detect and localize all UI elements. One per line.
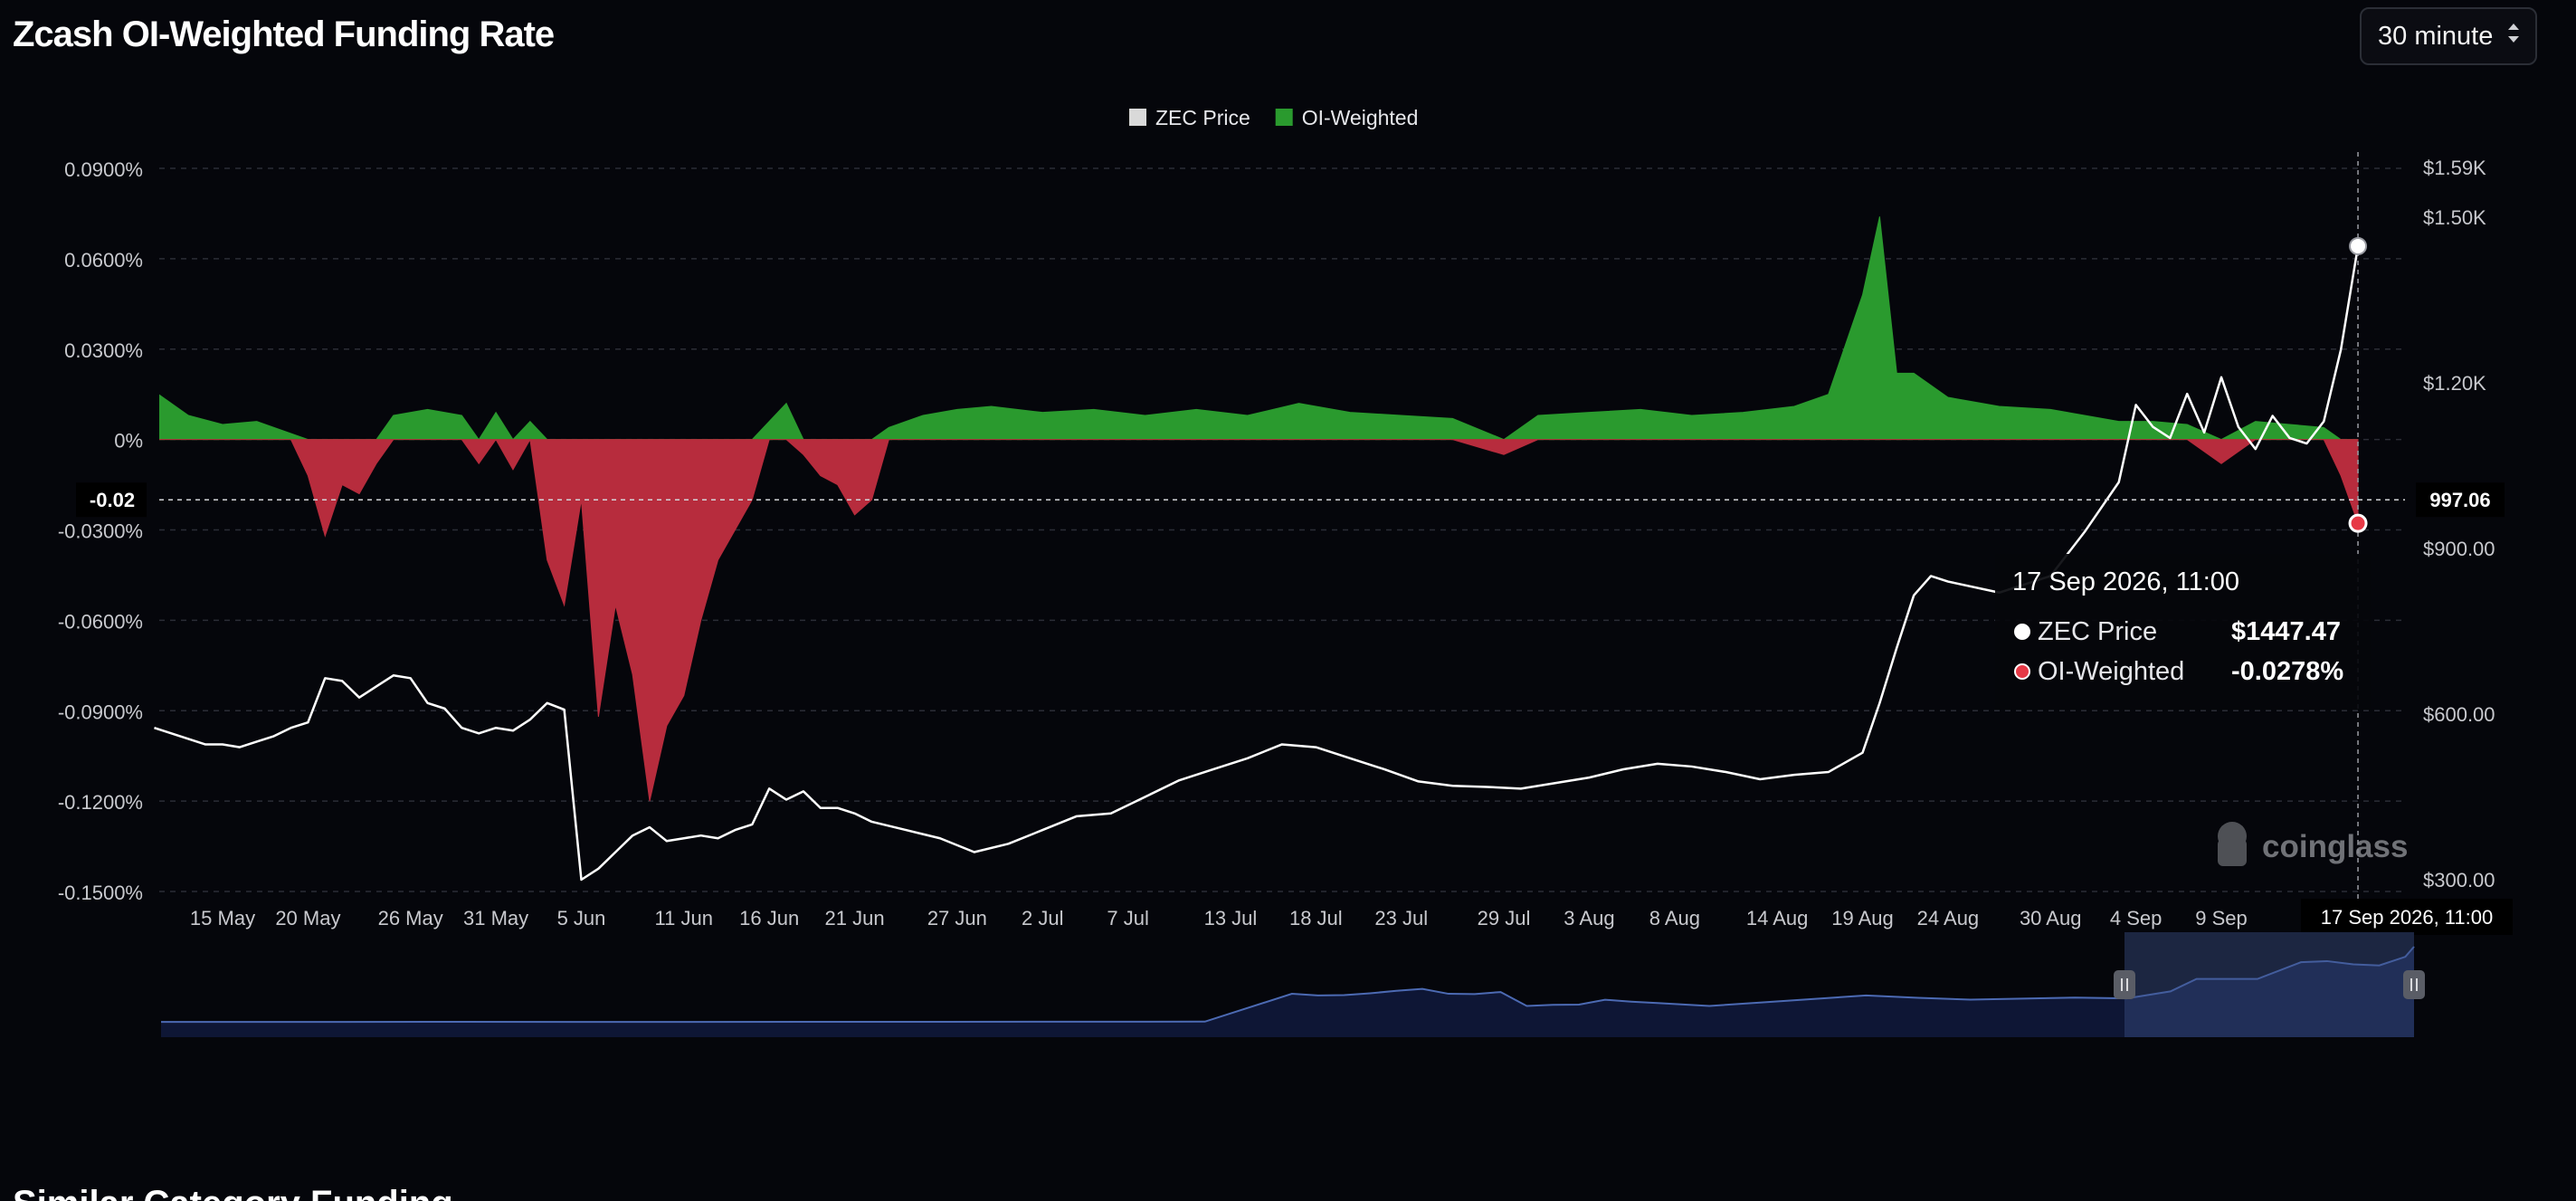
x-tick-label: 31 May [463,907,528,929]
watermark-text: coinglass [2262,829,2408,864]
tooltip-date: 17 Sep 2026, 11:00 [2012,567,2239,596]
watermark: coinglass [2218,822,2408,866]
tooltip-dot [2014,663,2030,680]
navigator-selection [2124,932,2414,1037]
tooltip-box [1995,554,2371,710]
crosshair: -0.02 997.06 17 Sep 2026, 11:00 [76,152,2513,935]
y-left-tick-label: -0.0900% [58,701,143,723]
x-tick-label: 30 Aug [2020,907,2082,929]
tooltip-value: $1447.47 [2231,617,2341,646]
y-left-tick-label: 0% [114,430,143,453]
interval-select-value: 30 minute [2378,21,2494,51]
x-tick-label: 27 Jun [927,907,987,929]
x-tick-label: 4 Sep [2110,907,2163,929]
axes: 0.0900% 0.0600% 0.0300% 0% -0.0300% -0.0600% -… [58,157,2495,929]
oi-weighted-positive-area [159,216,2359,441]
x-tick-label: 26 May [378,907,443,929]
crosshair-date-label: 17 Sep 2026, 11:00 [2321,906,2493,929]
legend-swatch [1129,109,1146,126]
tooltip-label: ZEC Price [2038,617,2157,646]
y-right-tick-label: $1.50K [2423,206,2486,229]
crosshair-right-label-bg [2416,482,2505,518]
chevron-up-down-icon [2508,24,2519,43]
x-tick-label: 15 May [190,907,255,929]
legend-swatch [1275,109,1293,126]
x-tick-label: 21 Jun [825,907,885,929]
price-marker [2349,236,2368,255]
x-tick-label: 13 Jul [1204,907,1258,929]
x-tick-label: 2 Jul [1022,907,1063,929]
y-left-tick-label: -0.1500% [58,882,143,904]
page-title: Zcash OI-Weighted Funding Rate [13,14,555,54]
y-left-tick-label: 0.0600% [64,249,143,272]
navigator-handle[interactable] [2114,970,2135,999]
navigator-handle[interactable] [2403,970,2425,999]
x-tick-label: 3 Aug [1564,907,1614,929]
tooltip-label: OI-Weighted [2038,657,2184,686]
crosshair-date-label-bg [2301,899,2513,935]
y-right-tick-label: $900.00 [2423,538,2495,560]
x-tick-label: 20 May [275,907,340,929]
crosshair-right-label: 997.06 [2429,489,2490,511]
tooltip: 17 Sep 2026, 11:00 ZEC Price $1447.47 OI-We… [1995,554,2371,710]
navigator-area [161,946,2414,1037]
tooltip-dot [2014,624,2030,640]
legend-label: OI-Weighted [1302,106,1419,129]
x-tick-label: 23 Jul [1374,907,1428,929]
oi-weighted-area [159,216,2359,802]
y-right-tick-label: $1.59K [2423,157,2486,179]
tooltip-value: -0.0278% [2231,657,2343,686]
y-right-tick-label: $1.20K [2423,372,2486,395]
y-left-tick-label: 0.0900% [64,158,143,181]
y-left-tick-label: 0.0300% [64,339,143,362]
x-tick-label: 16 Jun [739,907,799,929]
x-tick-label: 18 Jul [1289,907,1343,929]
x-tick-label: 5 Jun [557,907,606,929]
navigator-line [160,946,2415,1024]
y-right-tick-label: $600.00 [2423,703,2495,726]
legend[interactable]: ZEC Price OI-Weighted [1129,106,1418,129]
x-tick-label: 19 Aug [1831,907,1894,929]
crosshair-left-label: -0.02 [90,489,135,511]
x-tick-label: 24 Aug [1917,907,1980,929]
x-tick-label: 29 Jul [1478,907,1531,929]
grid [159,167,2405,892]
x-tick-label: 14 Aug [1746,907,1809,929]
legend-label: ZEC Price [1155,106,1250,129]
x-tick-label: 11 Jun [655,907,713,929]
y-left-tick-label: -0.0300% [58,520,143,543]
crosshair-left-label-bg [76,482,147,518]
oi-weighted-negative-area [159,438,2359,802]
x-tick-label: 7 Jul [1107,907,1148,929]
y-left-tick-label: -0.0600% [58,610,143,633]
coinglass-logo-icon [2218,822,2247,866]
y-right-tick-label: $300.00 [2423,869,2495,891]
navigator[interactable] [160,932,2425,1037]
y-left-tick-label: -0.1200% [58,791,143,814]
section-heading: Similar Category Funding [13,1184,453,1201]
x-tick-label: 9 Sep [2195,907,2248,929]
funding-rate-chart[interactable]: 0.0900%0.0600%0.0300%0%-0.0300%-0.0600%-… [0,0,2576,1086]
oi-weighted-marker [2348,513,2368,533]
x-tick-label: 8 Aug [1649,907,1700,929]
interval-select[interactable]: 30 minute [2360,7,2537,65]
